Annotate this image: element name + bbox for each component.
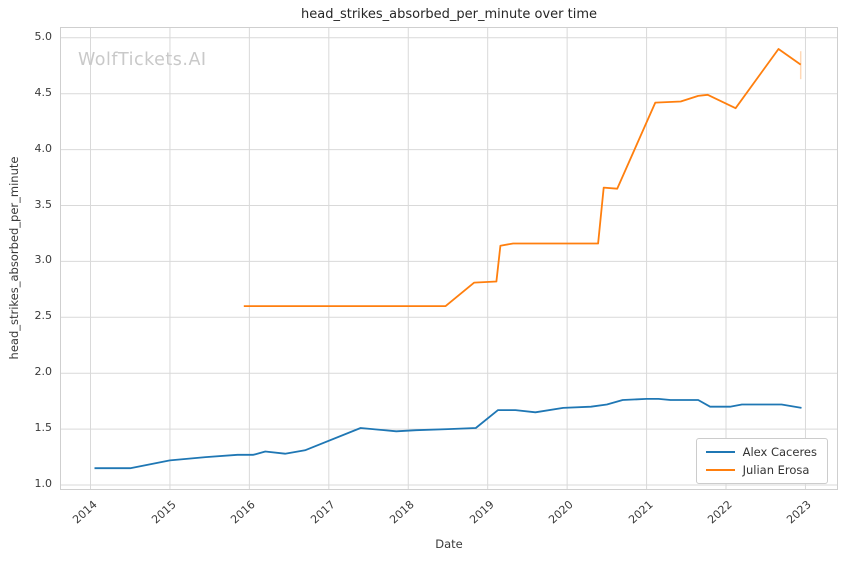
- legend-line-swatch: [705, 451, 735, 453]
- x-axis-label: Date: [435, 537, 463, 551]
- y-tick-label: 1.5: [34, 421, 53, 435]
- x-tick-label: 2023: [784, 498, 815, 527]
- legend: Alex Caceres Julian Erosa: [695, 438, 828, 484]
- y-tick-label: 5.0: [34, 29, 53, 43]
- x-tick-label: 2017: [308, 498, 338, 527]
- series-line-alex-caceres: [94, 397, 802, 470]
- y-tick-label: 4.0: [34, 141, 53, 155]
- legend-item: Alex Caceres: [705, 445, 817, 459]
- y-tick-label: 3.5: [34, 197, 53, 211]
- y-tick-label: 2.0: [34, 365, 53, 379]
- x-tick-label: 2019: [466, 498, 497, 527]
- x-tick-label: 2021: [625, 498, 656, 527]
- series-line-julian-erosa: [243, 48, 802, 308]
- watermark: WolfTickets.AI: [78, 50, 207, 70]
- legend-item: Julian Erosa: [705, 463, 817, 477]
- legend-line-swatch: [705, 469, 735, 471]
- y-tick-label: 2.5: [34, 309, 53, 323]
- y-tick-label: 3.0: [34, 253, 53, 267]
- x-tick-label: 2015: [149, 498, 179, 527]
- y-tick-label: 4.5: [34, 85, 53, 99]
- x-tick-label: 2020: [546, 498, 576, 527]
- y-tick-label: 1.0: [34, 477, 53, 490]
- plot-area: WolfTickets.AI Alex Caceres Julian Erosa: [60, 27, 838, 490]
- legend-label: Alex Caceres: [742, 445, 817, 459]
- plot-canvas: [61, 28, 837, 489]
- chart-title: head_strikes_absorbed_per_minute over ti…: [301, 7, 597, 22]
- x-tick-label: 2016: [228, 498, 259, 527]
- x-tick-label: 2018: [387, 498, 417, 527]
- x-tick-label: 2014: [69, 498, 100, 527]
- x-tick-label: 2022: [705, 498, 735, 527]
- legend-label: Julian Erosa: [742, 463, 810, 477]
